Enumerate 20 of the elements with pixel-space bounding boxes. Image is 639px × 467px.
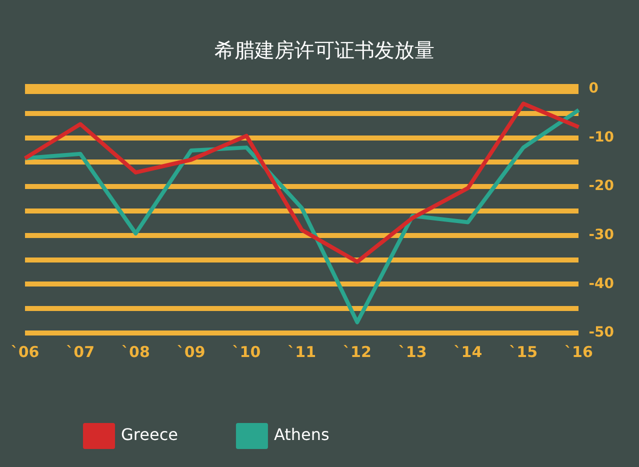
x-tick-label: `09 xyxy=(176,342,206,361)
x-tick-label: `10 xyxy=(232,342,261,361)
x-tick-label: `16 xyxy=(564,342,593,361)
x-tick-label: `13 xyxy=(398,342,427,361)
legend-label: Athens xyxy=(274,425,330,444)
y-tick-label: -40 xyxy=(588,276,614,292)
legend-label: Greece xyxy=(121,425,178,444)
x-tick-label: `11 xyxy=(288,342,316,361)
y-tick-label: -10 xyxy=(588,129,614,146)
y-tick-label: -20 xyxy=(588,178,614,194)
x-tick-label: `06 xyxy=(10,342,40,361)
x-tick-label: `14 xyxy=(454,342,482,361)
y-tick-label: 0 xyxy=(588,80,599,97)
chart-title: 希腊建房许可证书发放量 xyxy=(214,38,434,62)
x-tick-label: `07 xyxy=(66,342,95,361)
x-tick-label: `12 xyxy=(343,342,372,361)
y-tick-label: -30 xyxy=(588,227,614,244)
x-tick-label: `15 xyxy=(509,342,538,361)
x-tick-label: `08 xyxy=(122,342,150,361)
y-tick-label: -50 xyxy=(588,324,614,341)
